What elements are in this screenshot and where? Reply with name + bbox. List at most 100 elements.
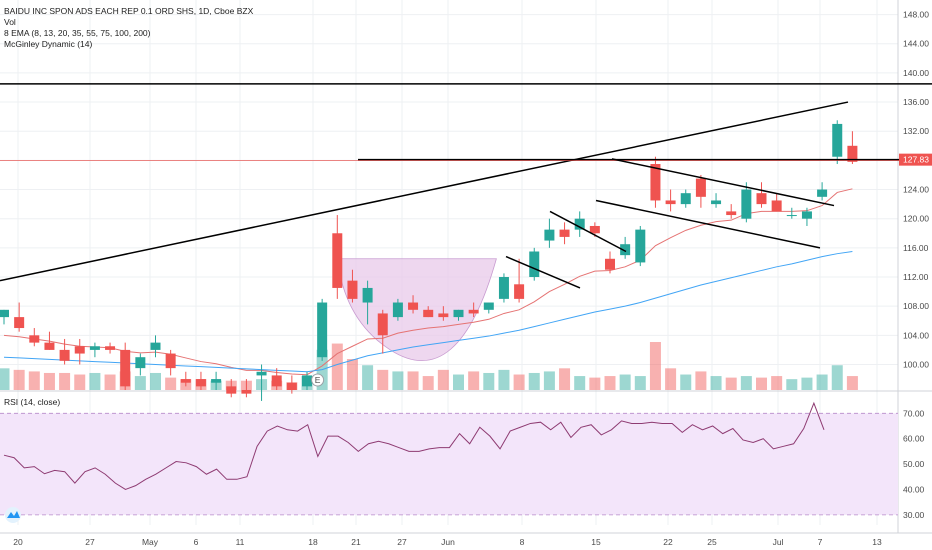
candle [362,280,373,325]
candle-body [498,277,509,299]
price-axis[interactable]: 148.00144.00140.00136.00132.00128.00124.… [899,10,932,520]
candle [423,306,434,318]
candle [832,120,843,165]
time-tick-label: 7 [818,537,823,547]
candle [650,156,661,208]
volume-bar [134,376,146,390]
candle [89,342,100,358]
candle [514,258,525,303]
candle-body [256,371,267,376]
candle [408,295,419,314]
candle [756,182,767,208]
candle [620,236,631,259]
candle-body [620,244,631,256]
mcginley-indicator-label[interactable]: McGinley Dynamic (14) [4,39,93,49]
candle-body [195,379,206,387]
chart-legend: BAIDU INC SPON ADS EACH REP 0.1 ORD SHS,… [4,6,253,50]
earnings-marker[interactable]: E [5,373,325,523]
candle [105,342,116,354]
volume-bar [43,372,55,390]
candle [44,331,55,350]
time-tick-label: 11 [236,537,245,547]
flag-upper-line-2 [611,158,835,207]
candle-body [726,211,737,216]
candle [605,251,615,274]
candle [771,193,782,212]
candle [120,342,131,390]
candle-body [377,313,388,336]
candle [271,368,282,390]
candle-body [150,342,161,350]
volume-bar [649,342,661,390]
volume-bar [513,374,525,390]
candle-body [665,200,676,205]
candle [498,273,509,303]
ema-indicator-label[interactable]: 8 EMA (8, 13, 20, 35, 55, 75, 100, 200) [4,28,151,38]
candle-body [801,211,812,219]
volume-bar [422,376,434,390]
volume-bar [801,377,813,390]
candle-body [14,317,25,329]
candle-body [695,178,706,197]
volume-bar [574,376,586,390]
volume-bar [407,371,419,390]
candle-body [438,313,449,318]
candle-body [514,284,525,299]
volume-indicator-label[interactable]: Vol [4,17,16,27]
candle [529,247,540,281]
time-tick-label: May [142,537,159,547]
candle [59,338,70,365]
time-tick-label: 21 [351,537,361,547]
candle-body [423,309,434,318]
candle [347,269,358,303]
candle-body [180,379,191,383]
candle [241,379,252,398]
time-tick-label: 20 [13,537,23,547]
earnings-marker-circle [311,373,325,387]
candle [392,298,403,321]
volume-bar [528,372,540,390]
candlesticks[interactable] [0,120,858,401]
symbol-title[interactable]: BAIDU INC SPON ADS EACH REP 0.1 ORD SHS,… [4,6,254,16]
candle-body [332,233,343,288]
volume-bar [468,371,480,390]
candle [559,222,570,245]
volume-bar [59,372,71,390]
ema-series [3,188,853,376]
candle-body [544,229,555,241]
candle [14,302,25,332]
time-tick-label: 22 [663,537,673,547]
candle-body [0,309,9,318]
candle-body [347,280,358,299]
volume-bar [150,372,161,390]
volume-bar [695,371,707,390]
candle [317,298,328,361]
volume-bar [331,343,343,390]
price-tick-label: 132.00 [903,126,929,136]
candle-body [756,193,767,205]
volume-bar [604,376,616,390]
candle-body [408,302,419,310]
price-tick-label: 136.00 [903,97,929,107]
candle [786,207,797,219]
volume-bar [740,376,752,390]
volume-bar [665,368,677,390]
rsi-tick-label: 60.00 [903,434,925,444]
rsi-series [3,401,825,491]
candle [726,204,737,219]
candle [211,371,222,390]
candle [286,375,297,394]
price-tick-label: 108.00 [903,301,929,311]
rsi-indicator-label[interactable]: RSI (14, close) [4,397,61,407]
trend-line-drawings [0,83,932,289]
time-axis[interactable]: 20 27 May 6 11 18 21 27 Jun 8 15 22 25 Jul 7 13 [13,537,882,547]
candle [453,309,464,321]
candle-body [771,200,782,212]
candle-body [589,225,600,234]
last-price-label: 127.83 [903,155,929,165]
candle-body [847,145,858,162]
candle [665,189,676,212]
candle [195,371,206,390]
candle-body [605,258,615,270]
